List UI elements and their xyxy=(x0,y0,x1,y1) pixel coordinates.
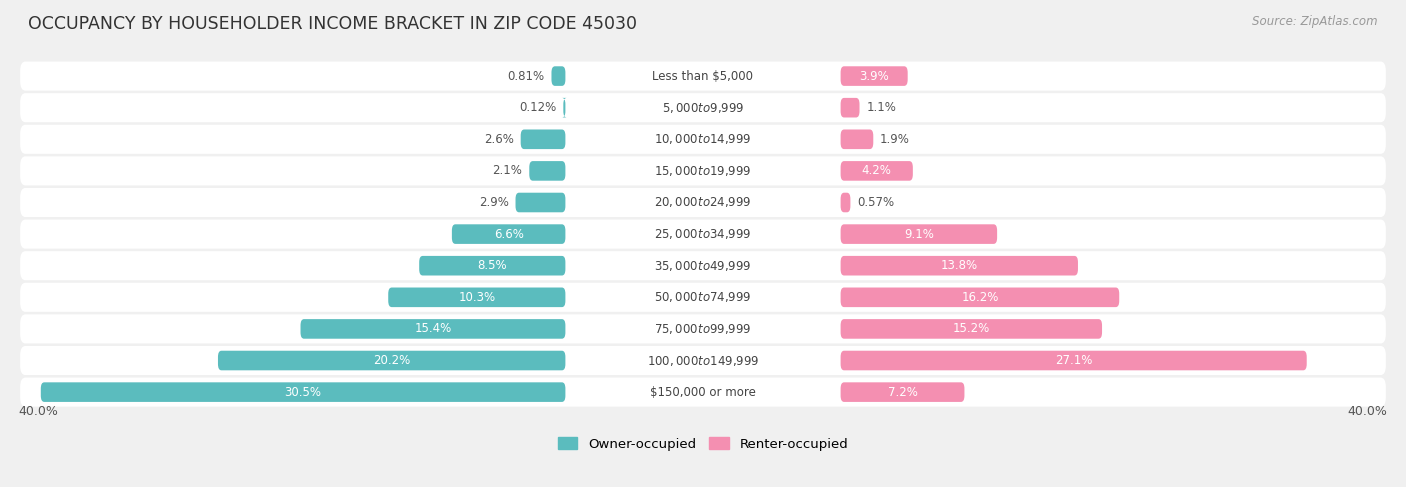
FancyBboxPatch shape xyxy=(20,188,1386,217)
Text: 2.6%: 2.6% xyxy=(484,133,513,146)
Text: 4.2%: 4.2% xyxy=(862,165,891,177)
Text: 13.8%: 13.8% xyxy=(941,259,977,272)
Text: 2.1%: 2.1% xyxy=(492,165,523,177)
Text: 2.9%: 2.9% xyxy=(479,196,509,209)
FancyBboxPatch shape xyxy=(20,125,1386,154)
Text: 40.0%: 40.0% xyxy=(1348,405,1388,418)
FancyBboxPatch shape xyxy=(562,98,567,117)
Legend: Owner-occupied, Renter-occupied: Owner-occupied, Renter-occupied xyxy=(553,432,853,456)
Text: OCCUPANCY BY HOUSEHOLDER INCOME BRACKET IN ZIP CODE 45030: OCCUPANCY BY HOUSEHOLDER INCOME BRACKET … xyxy=(28,15,637,33)
Text: 1.1%: 1.1% xyxy=(866,101,896,114)
FancyBboxPatch shape xyxy=(20,283,1386,312)
Text: 30.5%: 30.5% xyxy=(284,386,322,399)
Text: $5,000 to $9,999: $5,000 to $9,999 xyxy=(662,101,744,114)
FancyBboxPatch shape xyxy=(841,256,1078,276)
FancyBboxPatch shape xyxy=(20,220,1386,249)
Text: $100,000 to $149,999: $100,000 to $149,999 xyxy=(647,354,759,368)
FancyBboxPatch shape xyxy=(841,66,908,86)
Text: $150,000 or more: $150,000 or more xyxy=(650,386,756,399)
FancyBboxPatch shape xyxy=(841,351,1306,370)
Text: 16.2%: 16.2% xyxy=(962,291,998,304)
Text: $15,000 to $19,999: $15,000 to $19,999 xyxy=(654,164,752,178)
FancyBboxPatch shape xyxy=(841,287,1119,307)
FancyBboxPatch shape xyxy=(841,193,851,212)
FancyBboxPatch shape xyxy=(841,319,1102,339)
Text: $10,000 to $14,999: $10,000 to $14,999 xyxy=(654,132,752,146)
FancyBboxPatch shape xyxy=(20,346,1386,375)
FancyBboxPatch shape xyxy=(841,382,965,402)
Text: 9.1%: 9.1% xyxy=(904,227,934,241)
FancyBboxPatch shape xyxy=(388,287,565,307)
FancyBboxPatch shape xyxy=(516,193,565,212)
FancyBboxPatch shape xyxy=(20,156,1386,186)
Text: 10.3%: 10.3% xyxy=(458,291,495,304)
Text: 0.57%: 0.57% xyxy=(858,196,894,209)
FancyBboxPatch shape xyxy=(20,61,1386,91)
FancyBboxPatch shape xyxy=(20,93,1386,122)
Text: 7.2%: 7.2% xyxy=(887,386,918,399)
Text: $20,000 to $24,999: $20,000 to $24,999 xyxy=(654,195,752,209)
FancyBboxPatch shape xyxy=(218,351,565,370)
Text: $35,000 to $49,999: $35,000 to $49,999 xyxy=(654,259,752,273)
FancyBboxPatch shape xyxy=(419,256,565,276)
FancyBboxPatch shape xyxy=(451,225,565,244)
Text: 0.81%: 0.81% xyxy=(508,70,544,83)
Text: 20.2%: 20.2% xyxy=(373,354,411,367)
FancyBboxPatch shape xyxy=(520,130,565,149)
Text: Less than $5,000: Less than $5,000 xyxy=(652,70,754,83)
FancyBboxPatch shape xyxy=(551,66,565,86)
FancyBboxPatch shape xyxy=(301,319,565,339)
FancyBboxPatch shape xyxy=(841,161,912,181)
FancyBboxPatch shape xyxy=(841,225,997,244)
Text: 1.9%: 1.9% xyxy=(880,133,910,146)
Text: 15.2%: 15.2% xyxy=(953,322,990,336)
Text: 27.1%: 27.1% xyxy=(1054,354,1092,367)
Text: 40.0%: 40.0% xyxy=(18,405,58,418)
Text: Source: ZipAtlas.com: Source: ZipAtlas.com xyxy=(1253,15,1378,28)
FancyBboxPatch shape xyxy=(841,130,873,149)
FancyBboxPatch shape xyxy=(20,251,1386,280)
FancyBboxPatch shape xyxy=(529,161,565,181)
Text: $75,000 to $99,999: $75,000 to $99,999 xyxy=(654,322,752,336)
Text: $50,000 to $74,999: $50,000 to $74,999 xyxy=(654,290,752,304)
FancyBboxPatch shape xyxy=(841,98,859,117)
FancyBboxPatch shape xyxy=(41,382,565,402)
FancyBboxPatch shape xyxy=(20,315,1386,343)
Text: 15.4%: 15.4% xyxy=(415,322,451,336)
Text: 8.5%: 8.5% xyxy=(478,259,508,272)
FancyBboxPatch shape xyxy=(20,377,1386,407)
Text: 3.9%: 3.9% xyxy=(859,70,889,83)
Text: 0.12%: 0.12% xyxy=(519,101,557,114)
Text: $25,000 to $34,999: $25,000 to $34,999 xyxy=(654,227,752,241)
Text: 6.6%: 6.6% xyxy=(494,227,523,241)
